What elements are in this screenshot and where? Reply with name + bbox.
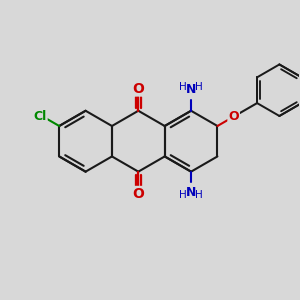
Text: H: H [179,190,187,200]
Text: H: H [179,82,187,92]
Text: O: O [228,110,239,123]
Text: N: N [186,83,196,96]
Text: N: N [186,186,196,199]
Text: O: O [132,82,144,95]
Text: H: H [195,190,203,200]
Text: H: H [195,82,203,92]
Text: O: O [132,187,144,201]
Text: Cl: Cl [33,110,47,123]
